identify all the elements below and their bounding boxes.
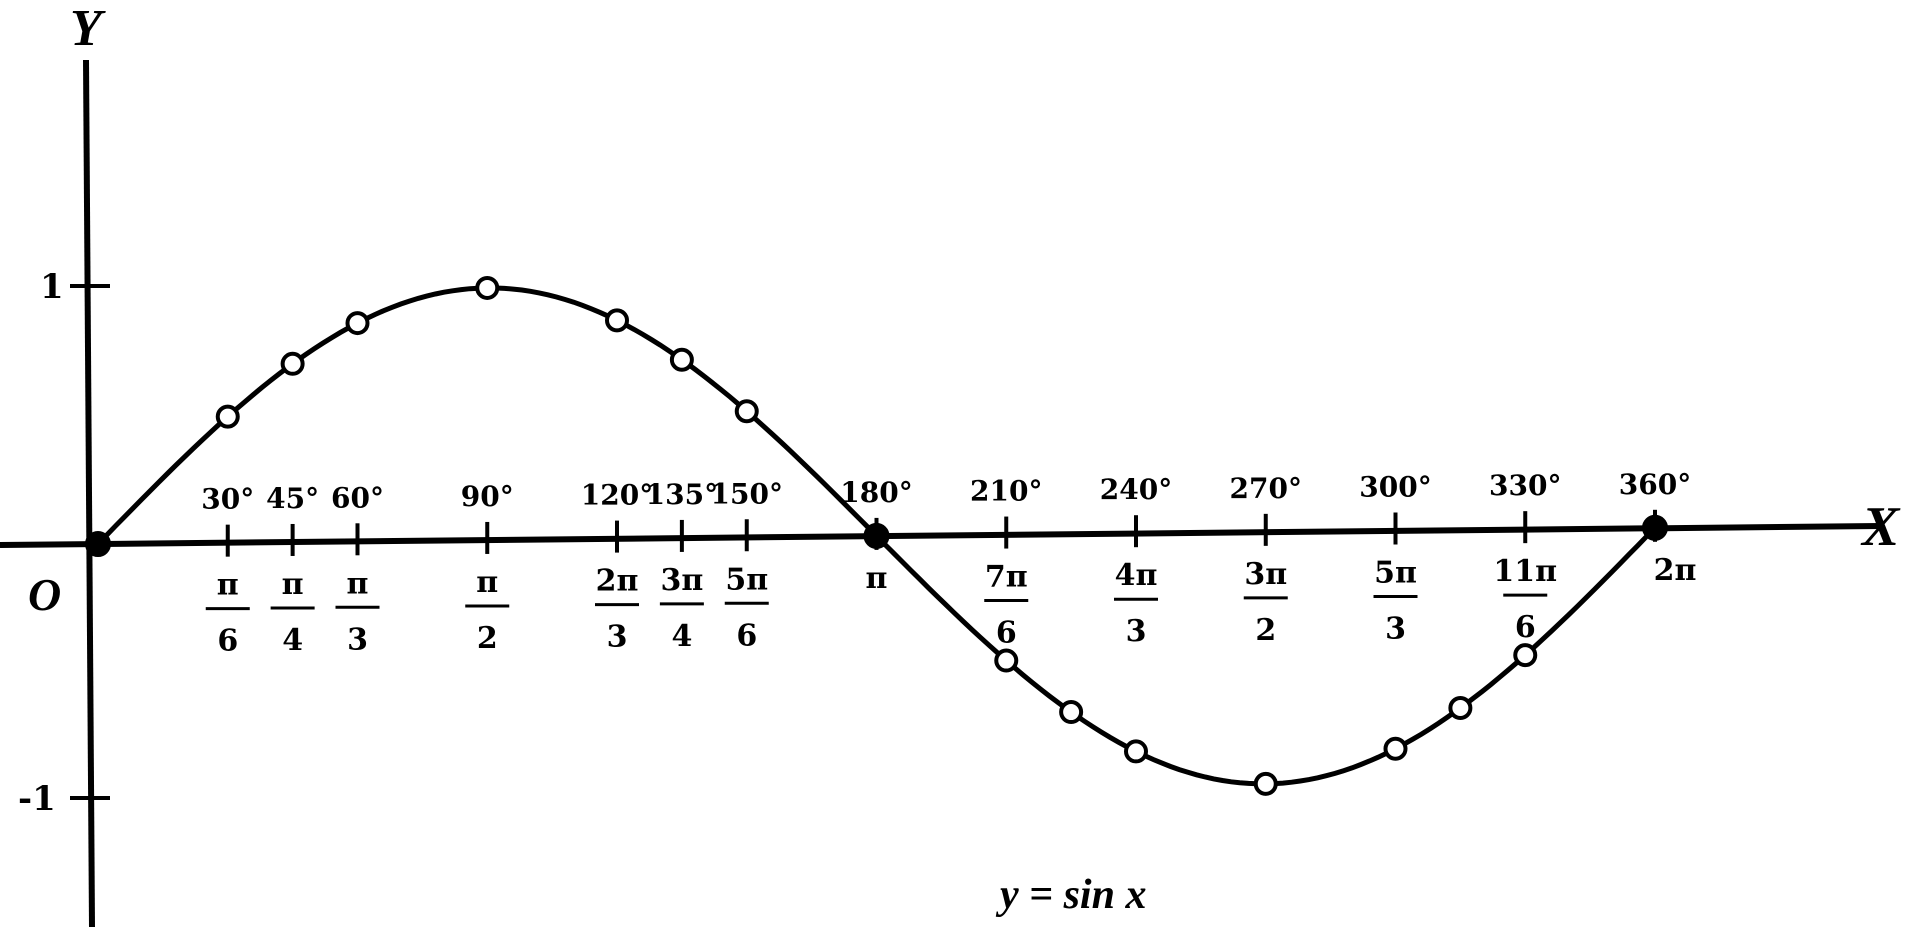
x-tick-degree-label: 240°: [1100, 473, 1172, 506]
x-tick-radian-numerator: 5π: [725, 562, 768, 597]
x-tick-radian-numerator: 5π: [1374, 556, 1417, 591]
x-tick-degree-label: 120°: [581, 479, 653, 512]
x-tick-radian-label: π: [866, 561, 888, 596]
data-point-filled: [863, 522, 890, 549]
x-tick-degree-label: 330°: [1489, 469, 1561, 502]
y-axis-label: Y: [70, 0, 106, 57]
x-tick-radian-denominator: 3: [1385, 612, 1406, 647]
data-point: [1253, 771, 1278, 796]
x-tick-radian-denominator: 4: [282, 623, 303, 658]
data-point: [475, 275, 500, 300]
x-tick-radian-numerator: π: [476, 565, 498, 600]
data-point: [1383, 736, 1408, 761]
x-tick-radian-denominator: 4: [671, 619, 692, 654]
data-point: [669, 347, 694, 372]
x-tick-radian-denominator: 3: [347, 622, 368, 657]
x-tick-radian-numerator: 11π: [1493, 554, 1557, 589]
x-tick-degree-label: 300°: [1359, 471, 1431, 504]
x-tick-radian-denominator: 3: [1126, 614, 1147, 649]
x-tick-radian-numerator: π: [282, 567, 304, 602]
x-tick-radian-denominator: 2: [477, 621, 498, 656]
x-tick-radian-numerator: 2π: [596, 564, 639, 599]
x-tick-radian-denominator: 6: [217, 624, 238, 659]
x-tick-radian-denominator: 3: [607, 620, 628, 655]
data-point: [1124, 739, 1148, 764]
x-tick-radian-numerator: 7π: [985, 560, 1028, 595]
x-tick-radian-numerator: 4π: [1115, 558, 1158, 593]
x-tick-degree-label: 45°: [266, 482, 319, 515]
x-tick-degree-label: 90°: [461, 480, 514, 513]
data-point: [345, 311, 370, 336]
origin-label: O: [28, 569, 61, 620]
data-point: [605, 308, 629, 333]
data-point: [734, 399, 759, 424]
x-tick-radian-numerator: 3π: [1244, 557, 1287, 592]
data-point: [280, 351, 305, 376]
y-axis: [83, 59, 95, 927]
data-point: [994, 648, 1019, 673]
x-tick-degree-label: 60°: [331, 481, 384, 514]
x-tick-radian-numerator: π: [347, 566, 369, 601]
x-tick-degree-label: 270°: [1230, 472, 1302, 505]
x-tick-radian-denominator: 6: [736, 618, 757, 653]
x-axis-label: X: [1860, 496, 1901, 558]
x-tick-degree-label: 150°: [711, 477, 783, 510]
data-point: [215, 404, 240, 429]
x-tick-radian-denominator: 2: [1255, 613, 1276, 648]
x-tick-degree-label: 30°: [201, 483, 254, 516]
x-tick-radian-denominator: 6: [1515, 610, 1536, 645]
y-tick-label: 1: [40, 267, 64, 307]
data-point: [1059, 700, 1084, 725]
x-axis: [0, 523, 1881, 548]
data-point: [1448, 695, 1473, 720]
x-tick-radian-numerator: π: [217, 568, 239, 603]
y-tick-label: -1: [18, 779, 56, 819]
data-point: [1513, 643, 1538, 668]
x-tick-radian-denominator: 6: [996, 616, 1017, 651]
x-tick-radian-label: 2π: [1654, 553, 1697, 588]
data-point-filled: [1642, 514, 1668, 541]
x-tick-degree-label: 360°: [1619, 468, 1691, 501]
data-point-filled: [85, 531, 111, 557]
x-tick-degree-label: 135°: [646, 478, 718, 511]
x-tick-degree-label: 180°: [840, 476, 912, 509]
x-tick-radian-numerator: 3π: [660, 563, 703, 598]
caption: y = sin x: [995, 872, 1146, 918]
x-tick-degree-label: 210°: [970, 475, 1042, 508]
